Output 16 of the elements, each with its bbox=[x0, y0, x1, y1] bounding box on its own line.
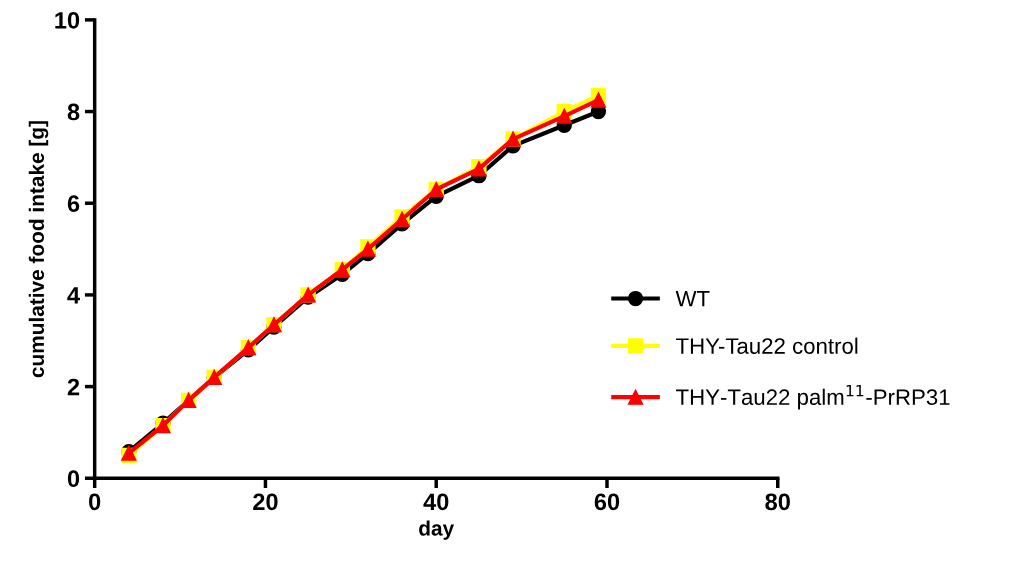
y-tick-label: 10 bbox=[55, 11, 80, 29]
y-tick-label: 0 bbox=[67, 470, 80, 488]
x-axis-title: day bbox=[419, 520, 455, 540]
x-tick-label: 20 bbox=[253, 493, 278, 511]
x-tick-label: 80 bbox=[765, 493, 790, 511]
x-tick-label: 40 bbox=[423, 493, 449, 511]
y-axis-title: cumulative food intake [g] bbox=[28, 121, 49, 378]
y-tick-label: 6 bbox=[67, 195, 80, 213]
y-tick-label: 2 bbox=[67, 378, 80, 396]
x-tick-label: 0 bbox=[89, 493, 101, 511]
legend-label: WT bbox=[675, 291, 710, 307]
x-tick-label: 60 bbox=[594, 493, 620, 511]
y-tick-label: 8 bbox=[67, 103, 80, 121]
legend-label: THY-Tau22 control bbox=[676, 337, 858, 354]
legend-label: THY-Tau22 palm$^{11}$-PrRP31 bbox=[676, 384, 950, 410]
y-tick-label: 4 bbox=[67, 287, 80, 304]
